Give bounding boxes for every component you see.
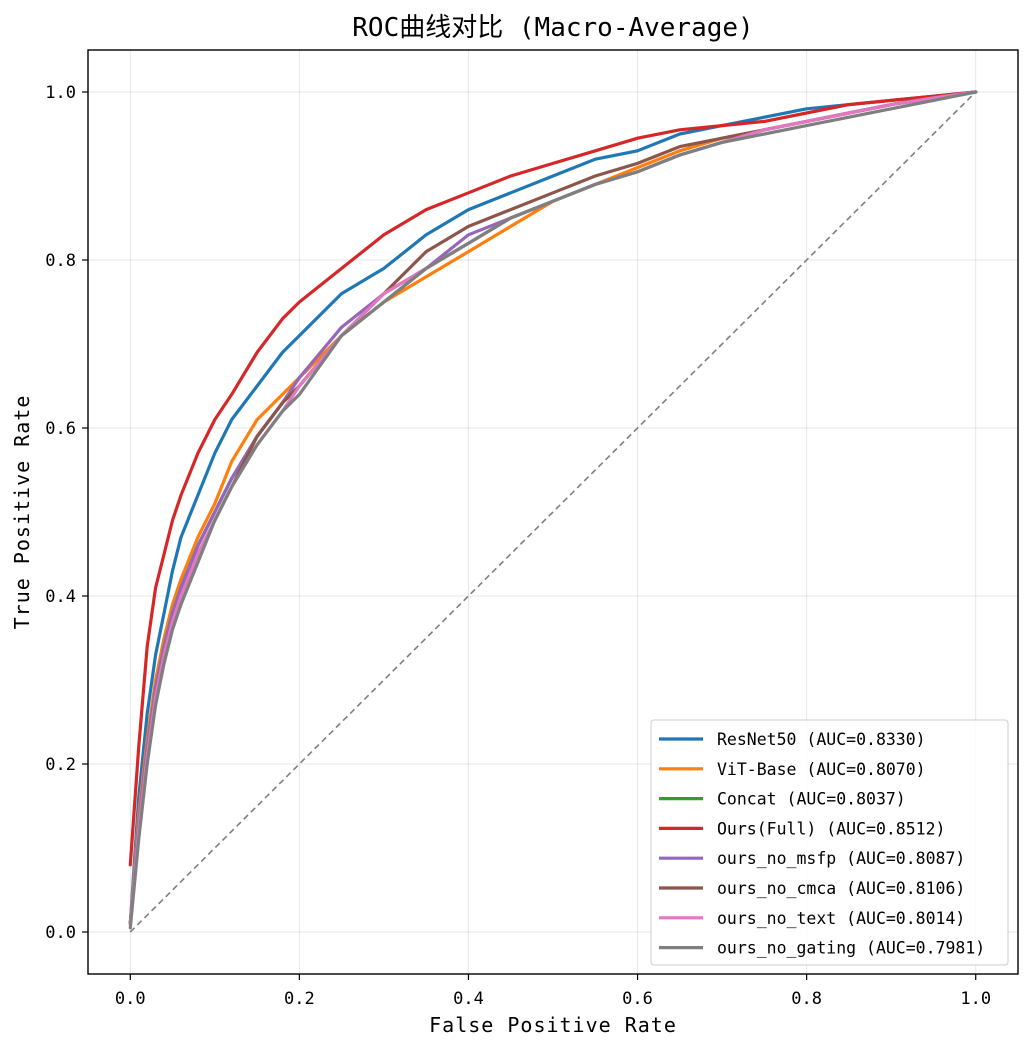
chart-title: ROC曲线对比 (Macro-Average)	[352, 13, 753, 43]
legend-label: ours_no_text (AUC=0.8014)	[717, 909, 965, 928]
legend-label: ours_no_gating (AUC=0.7981)	[717, 939, 985, 958]
x-tick-label: 1.0	[960, 989, 991, 1009]
legend-label: ResNet50 (AUC=0.8330)	[717, 730, 926, 749]
plot-frame	[87, 49, 1019, 975]
y-tick-label: 0.2	[45, 755, 76, 775]
y-tick-label: 0.8	[45, 251, 76, 271]
y-axis-title: True Positive Rate	[10, 395, 34, 630]
x-axis-title: False Positive Rate	[429, 1013, 677, 1037]
y-tick-label: 0.4	[45, 587, 76, 607]
series-line-ours-no-text	[128, 90, 978, 926]
x-tick-label: 0.8	[791, 989, 822, 1009]
series-line-resnet50	[128, 90, 978, 926]
chance-diagonal	[129, 91, 977, 933]
series-lines	[128, 90, 978, 930]
legend-label: Ours(Full) (AUC=0.8512)	[717, 819, 945, 838]
axis-ticks: 0.0 0.2 0.4 0.6 0.8 1.0 0.0 0.2 0.4 0.6 0.8 1.0	[45, 83, 991, 1009]
x-tick-label: 0.4	[453, 989, 484, 1009]
y-tick-label: 0.0	[45, 923, 76, 943]
y-tick-label: 0.6	[45, 419, 76, 439]
legend: ResNet50 (AUC=0.8330) ViT-Base (AUC=0.807…	[650, 719, 1009, 966]
x-tick-label: 0.0	[115, 989, 146, 1009]
x-tick-label: 0.2	[284, 989, 315, 1009]
legend-label: ours_no_msfp (AUC=0.8087)	[717, 849, 965, 868]
chance-line	[129, 91, 977, 933]
series-line-ours-no-gating	[128, 90, 978, 930]
legend-box	[650, 719, 1009, 966]
grid	[88, 50, 1018, 974]
x-tick-label: 0.6	[622, 989, 653, 1009]
legend-label: Concat (AUC=0.8037)	[717, 790, 906, 809]
legend-label: ViT-Base (AUC=0.8070)	[717, 760, 926, 779]
y-tick-label: 1.0	[45, 83, 76, 103]
legend-label: ours_no_cmca (AUC=0.8106)	[717, 879, 965, 898]
series-line-ours-full-	[128, 90, 978, 867]
